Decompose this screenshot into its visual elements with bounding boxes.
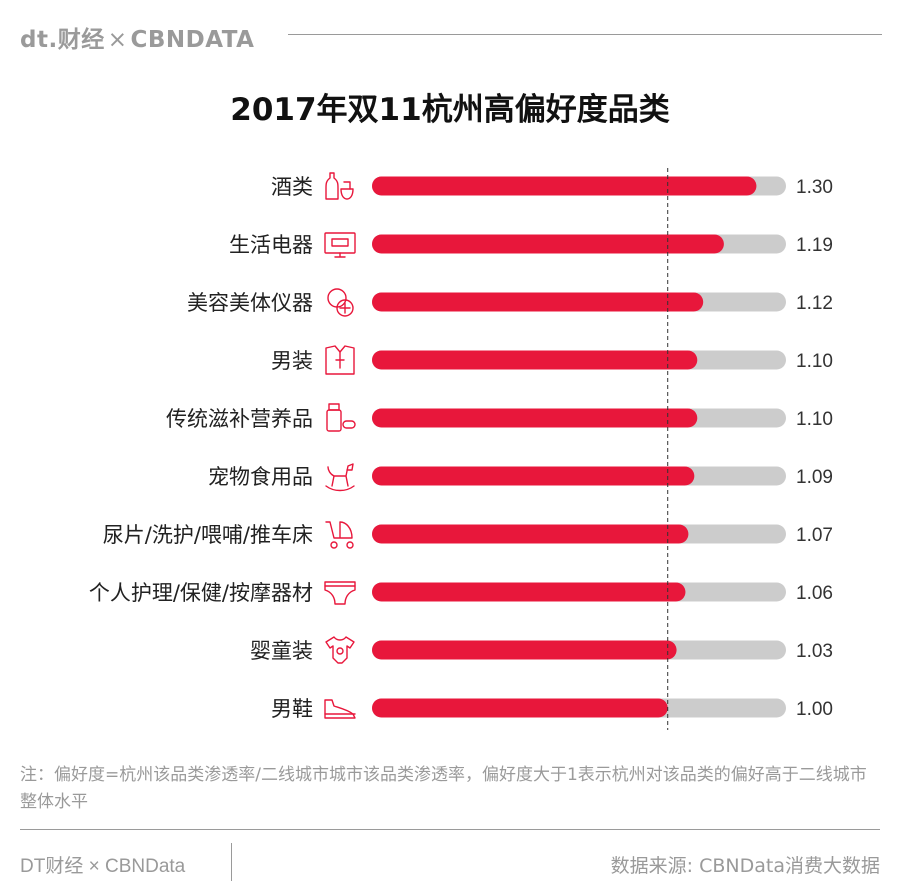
bar-row: 男鞋 1.00 bbox=[271, 697, 833, 721]
category-label: 个人护理/保健/按摩器材 bbox=[89, 581, 313, 605]
value-label: 1.10 bbox=[796, 409, 833, 430]
category-label: 美容美体仪器 bbox=[187, 291, 313, 315]
value-label: 1.06 bbox=[796, 583, 833, 604]
bar bbox=[372, 582, 686, 602]
data-source: 数据来源: CBNData消费大数据 bbox=[610, 855, 880, 877]
value-label: 1.07 bbox=[796, 525, 833, 546]
bar-row: 宠物食用品 1.09 bbox=[208, 463, 833, 492]
bar bbox=[372, 292, 704, 312]
bar-row: 男装 1.10 bbox=[271, 345, 833, 375]
value-label: 1.03 bbox=[796, 641, 833, 662]
brand-separator: × bbox=[107, 27, 128, 53]
compact-mirror-icon bbox=[327, 288, 354, 317]
bar bbox=[372, 640, 677, 660]
bar-row: 个人护理/保健/按摩器材 1.06 bbox=[89, 581, 833, 605]
footer-vertical-divider bbox=[231, 843, 232, 881]
footer-divider bbox=[20, 829, 880, 830]
brand-dt: dt.财经 bbox=[20, 27, 105, 53]
bar-row: 酒类 1.30 bbox=[271, 172, 833, 200]
brand-logo: dt.财经 × CBNDATA bbox=[20, 20, 254, 54]
value-label: 1.19 bbox=[796, 235, 833, 256]
bar-row: 美容美体仪器 1.12 bbox=[187, 288, 833, 317]
diaper-icon bbox=[324, 581, 356, 605]
category-label: 传统滋补营养品 bbox=[166, 407, 313, 431]
value-label: 1.00 bbox=[796, 699, 833, 720]
baby-onesie-icon bbox=[325, 636, 355, 664]
bar bbox=[372, 350, 698, 370]
category-label: 男鞋 bbox=[271, 697, 313, 721]
shoe-icon bbox=[324, 699, 356, 719]
value-label: 1.10 bbox=[796, 351, 833, 372]
category-label: 尿片/洗护/喂哺/推车床 bbox=[103, 523, 313, 547]
footnote: 注：偏好度=杭州该品类渗透率/二线城市城市该品类渗透率，偏好度大于1表示杭州对该… bbox=[20, 765, 867, 812]
value-label: 1.12 bbox=[796, 293, 833, 314]
category-label: 酒类 bbox=[271, 175, 313, 199]
bar bbox=[372, 466, 695, 486]
header: dt.财经 × CBNDATA bbox=[20, 18, 882, 54]
category-label: 婴童装 bbox=[250, 639, 313, 663]
category-label: 男装 bbox=[271, 349, 313, 373]
supplement-bottle-icon bbox=[326, 403, 356, 432]
stroller-icon bbox=[325, 521, 354, 549]
bar-row: 传统滋补营养品 1.10 bbox=[166, 403, 833, 432]
bar bbox=[372, 524, 689, 544]
footer-brand: DT财经 × CBNData bbox=[20, 856, 186, 877]
bar bbox=[372, 234, 724, 254]
bar bbox=[372, 408, 698, 428]
brand-cbn: CBNDATA bbox=[130, 27, 255, 53]
header-divider bbox=[288, 34, 882, 35]
shirt-icon bbox=[325, 345, 355, 375]
value-label: 1.30 bbox=[796, 177, 833, 198]
category-label: 宠物食用品 bbox=[208, 465, 313, 489]
bar-row: 生活电器 1.19 bbox=[229, 232, 833, 258]
value-label: 1.09 bbox=[796, 467, 833, 488]
tv-icon bbox=[324, 232, 356, 258]
liquor-bottle-icon bbox=[325, 172, 354, 200]
bar bbox=[372, 698, 668, 718]
bar bbox=[372, 176, 757, 196]
rocking-horse-icon bbox=[325, 463, 355, 492]
chart-title: 2017年双11杭州高偏好度品类 bbox=[230, 92, 670, 128]
category-label: 生活电器 bbox=[229, 233, 313, 257]
bar-chart: 酒类 1.30 生活电器 1.19 美容美体仪器 1.12 男装 1.10 传统滋补营养品 1.1… bbox=[89, 168, 833, 730]
bar-row: 尿片/洗护/喂哺/推车床 1.07 bbox=[103, 521, 833, 549]
bar-row: 婴童装 1.03 bbox=[250, 636, 833, 664]
